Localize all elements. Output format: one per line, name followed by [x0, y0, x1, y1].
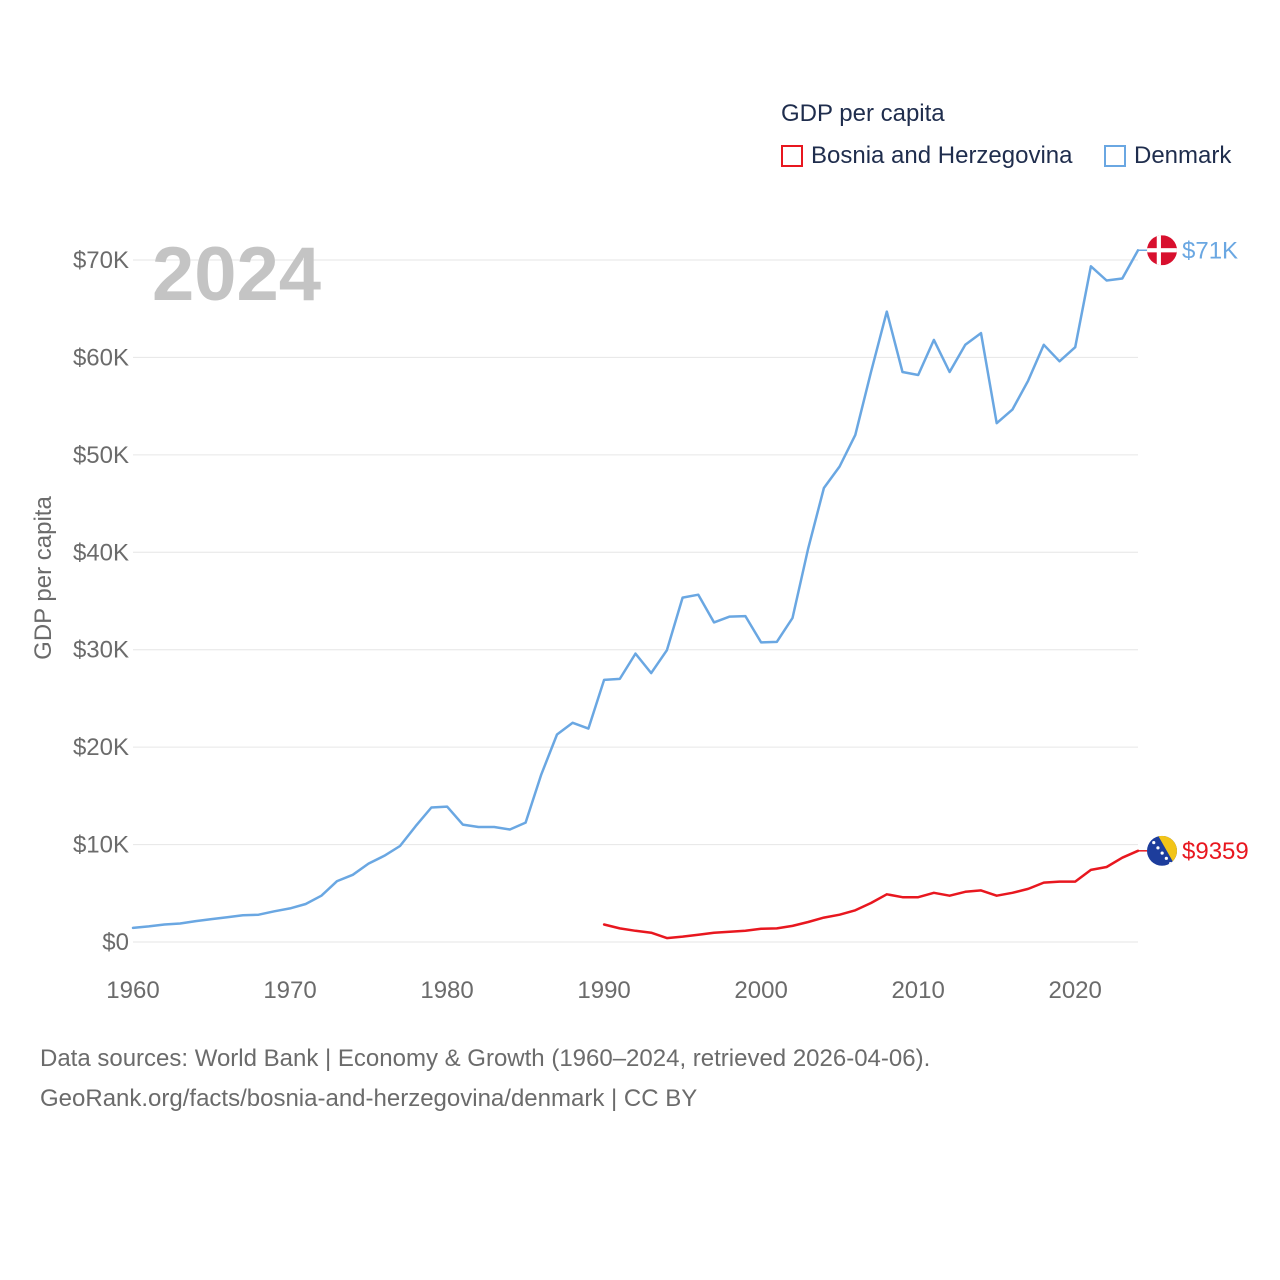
series-line-bosnia — [602, 849, 1140, 940]
x-tick-label: 1990 — [577, 977, 630, 1004]
end-label-bosnia: $9359 — [1182, 838, 1249, 865]
y-tick-label: $0 — [102, 929, 129, 956]
x-tick-label: 2010 — [891, 977, 944, 1004]
series-line-denmark — [131, 249, 1140, 930]
bosnia-flag-icon — [1147, 835, 1177, 866]
legend-label-denmark: Denmark — [1134, 142, 1232, 169]
legend-label-bosnia: Bosnia and Herzegovina — [811, 142, 1073, 169]
y-tick-label: $40K — [73, 539, 129, 566]
x-tick-label: 1970 — [263, 977, 316, 1004]
y-tick-label: $60K — [73, 344, 129, 371]
legend-swatch-bosnia — [781, 145, 803, 167]
x-tick-label: 2000 — [734, 977, 787, 1004]
x-tick-label: 2020 — [1048, 977, 1101, 1004]
line-chart: $0 $10K $20K $30K $40K $50K $60K $70K 1960 1970 19… — [30, 232, 1249, 1004]
legend-swatch-denmark — [1104, 145, 1126, 167]
legend-item-denmark[interactable]: Denmark — [1104, 142, 1231, 170]
legend-title: GDP per capita — [781, 100, 945, 127]
y-tick-label: $10K — [73, 832, 129, 859]
y-axis-label: GDP per capita — [30, 496, 57, 660]
y-tick-label: $30K — [73, 637, 129, 664]
y-tick-label: $20K — [73, 734, 129, 761]
y-tick-label: $70K — [73, 247, 129, 274]
end-label-denmark: $71K — [1182, 237, 1238, 264]
x-tick-label: 1960 — [106, 977, 159, 1004]
x-tick-label: 1980 — [420, 977, 473, 1004]
footer-source: Data sources: World Bank | Economy & Gro… — [40, 1045, 931, 1072]
year-label: 2024 — [152, 232, 321, 317]
legend-item-bosnia[interactable]: Bosnia and Herzegovina — [781, 142, 1073, 170]
footer-url: GeoRank.org/facts/bosnia-and-herzegovina… — [40, 1085, 698, 1112]
denmark-flag-icon — [1147, 235, 1177, 266]
y-tick-label: $50K — [73, 442, 129, 469]
